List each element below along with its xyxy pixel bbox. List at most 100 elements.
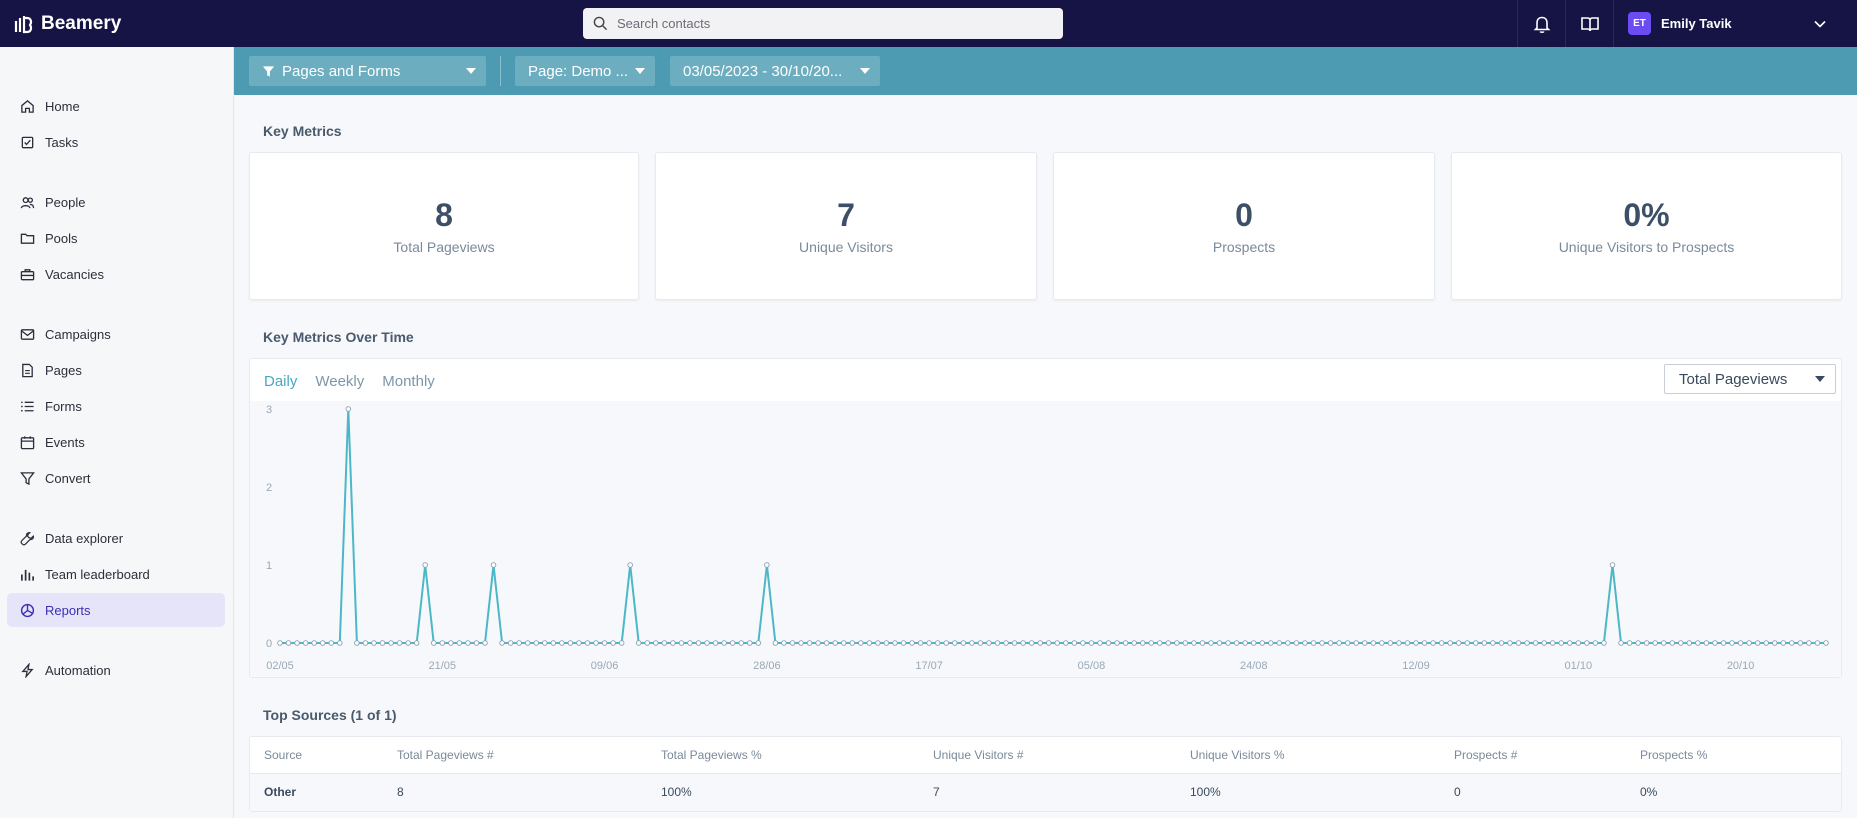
search-icon [593,16,608,31]
metric-card-visitors-to-prospects: 0% Unique Visitors to Prospects [1451,152,1842,300]
metric-value: 0% [1623,197,1670,233]
data-point [1532,640,1539,646]
data-point [1165,640,1172,646]
data-point [627,562,633,568]
sidebar-item-convert[interactable]: Convert [7,461,225,495]
data-point [747,640,753,646]
app-logo[interactable]: Beamery [13,13,583,35]
table-row[interactable]: Other 8 100% 7 100% 0 0% [250,774,1841,811]
search-box[interactable] [583,8,1063,39]
data-point [806,640,813,646]
data-point [550,640,557,646]
data-point [1806,640,1812,646]
data-point [1097,640,1103,646]
data-point [789,640,796,646]
data-point [1080,640,1086,646]
data-point [1114,640,1120,646]
data-point [815,640,821,646]
data-point [1703,640,1710,646]
data-point [1404,640,1411,646]
sidebar-item-label: Vacancies [45,266,105,282]
data-point [721,640,727,646]
data-point [1063,640,1069,646]
sidebar-item-events[interactable]: Events [7,425,225,459]
list-icon [21,400,34,412]
search-input[interactable] [617,16,1037,31]
sidebar-item-data-explorer[interactable]: Data explorer [7,521,225,555]
line-chart: 0 1 2 3 02/05 21/05 09/06 28/06 17/07 05/08 24/08 1… [266,404,1829,672]
sidebar-item-reports[interactable]: Reports [7,593,225,627]
column-header[interactable]: Source [264,748,303,762]
data-point [1678,640,1684,646]
data-point [687,640,693,646]
data-point [413,640,420,646]
data-point [499,640,505,646]
data-point [1003,640,1009,646]
calendar-icon [20,435,35,449]
column-header[interactable]: Total Pageviews % [661,748,762,762]
data-point [875,640,881,646]
data-point [1797,640,1804,646]
sidebar-item-tasks[interactable]: Tasks [7,125,225,159]
data-point [909,640,915,646]
column-header[interactable]: Prospects % [1640,748,1708,762]
report-type-select[interactable]: Pages and Forms [249,56,486,86]
user-menu[interactable]: ET Emily Tavik [1613,0,1857,47]
sidebar-item-pages[interactable]: Pages [7,353,225,387]
column-header[interactable]: Unique Visitors # [933,748,1024,762]
page-select[interactable]: Page: Demo ... [515,56,655,86]
x-tick-label: 21/05 [429,660,457,672]
sidebar-item-team-leaderboard[interactable]: Team leaderboard [7,557,225,591]
data-point [490,562,497,568]
data-point [1430,640,1436,646]
data-point [969,640,975,646]
chevron-down-icon [1814,20,1826,28]
mail-icon [20,328,35,340]
data-point [1558,640,1564,646]
sidebar-item-campaigns[interactable]: Campaigns [7,317,225,351]
data-point [1498,640,1505,646]
column-header[interactable]: Unique Visitors % [1190,748,1285,762]
data-point [849,640,856,646]
sidebar-item-label: Automation [45,662,111,678]
data-point [1319,640,1325,646]
sidebar-item-home[interactable]: Home [7,89,225,123]
tab-monthly[interactable]: Monthly [382,373,435,390]
top-sources-title: Top Sources (1 of 1) [263,707,397,723]
sidebar-item-pools[interactable]: Pools [7,221,225,255]
data-point [1660,640,1667,646]
data-point [1447,640,1453,646]
sidebar-item-vacancies[interactable]: Vacancies [7,257,225,291]
data-point [473,640,480,646]
tab-daily[interactable]: Daily [264,373,298,390]
filter-bar: Pages and Forms Page: Demo ... 03/05/202… [234,47,1857,95]
notifications-button[interactable] [1517,0,1565,47]
metric-select[interactable]: Total Pageviews [1664,364,1836,394]
data-point [319,640,326,646]
bell-icon [1533,16,1550,33]
data-point [294,640,300,646]
data-point [670,640,676,646]
caret-down-icon [1815,376,1825,382]
data-point [302,640,309,646]
data-point [1669,640,1676,646]
data-point [1584,640,1590,646]
tab-weekly[interactable]: Weekly [315,373,365,390]
sidebar-item-forms[interactable]: Forms [7,389,225,423]
data-point [1011,640,1018,646]
data-point [695,640,702,646]
column-header[interactable]: Prospects # [1454,748,1518,762]
sidebar-item-people[interactable]: People [7,185,225,219]
help-docs-button[interactable] [1565,0,1613,47]
data-point [866,640,873,646]
data-point [1336,640,1342,646]
date-range-select[interactable]: 03/05/2023 - 30/10/20... [670,56,880,86]
data-point [764,562,770,568]
data-point [1054,640,1061,646]
data-point [1720,640,1727,646]
data-point [354,640,360,646]
data-point [1524,640,1530,646]
column-header[interactable]: Total Pageviews # [397,748,494,762]
sidebar-item-automation[interactable]: Automation [7,653,225,687]
